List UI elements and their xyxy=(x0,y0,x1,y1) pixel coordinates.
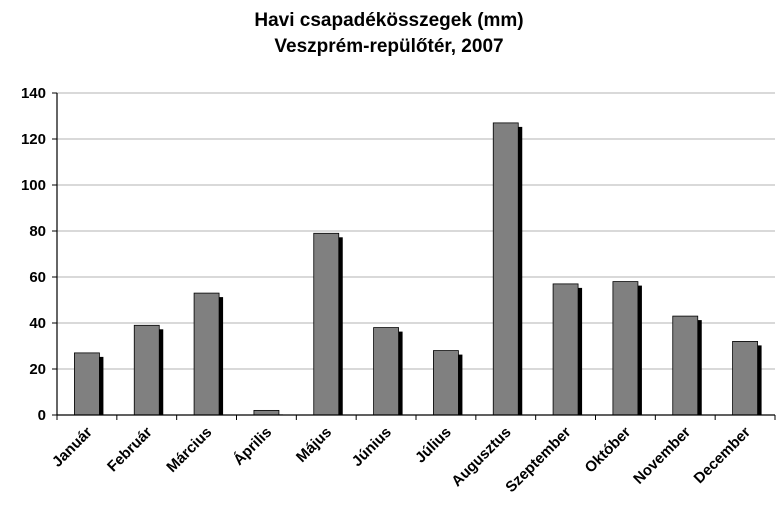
x-tick-label: Június xyxy=(349,424,395,470)
x-tick-label: Január xyxy=(49,424,96,471)
x-tick-label: Március xyxy=(163,424,215,476)
bar xyxy=(552,283,579,416)
x-tick-label: Február xyxy=(104,424,156,476)
bar xyxy=(313,232,340,416)
chart-subtitle: Veszprém-repülőtér, 2007 xyxy=(274,36,504,57)
bar xyxy=(732,340,758,416)
y-tick-label: 120 xyxy=(21,131,46,148)
y-tick-label: 60 xyxy=(29,269,46,286)
chart-title: Havi csapadékösszegek (mm) xyxy=(254,10,524,31)
y-tick-label: 0 xyxy=(38,407,46,424)
bar xyxy=(253,409,280,416)
y-tick-label: 80 xyxy=(29,223,46,240)
x-tick-label: Május xyxy=(293,424,335,466)
bar xyxy=(133,324,160,416)
y-tick-label: 100 xyxy=(21,177,46,194)
x-tick-label: Július xyxy=(412,424,455,467)
bar xyxy=(612,281,639,416)
x-tick-label: November xyxy=(630,424,694,488)
y-tick-label: 40 xyxy=(29,315,46,332)
x-tick-label: Augusztus xyxy=(448,424,514,490)
y-tick-label: 140 xyxy=(21,85,46,102)
x-tick-label: December xyxy=(691,424,754,487)
bar xyxy=(74,352,100,416)
bar xyxy=(492,122,519,416)
x-tick-label: Április xyxy=(230,424,275,469)
y-tick-label: 20 xyxy=(29,361,46,378)
bar xyxy=(193,292,220,416)
x-tick-label: Október xyxy=(582,424,635,477)
bar xyxy=(672,315,699,416)
bar xyxy=(433,350,459,416)
bar xyxy=(373,327,399,416)
